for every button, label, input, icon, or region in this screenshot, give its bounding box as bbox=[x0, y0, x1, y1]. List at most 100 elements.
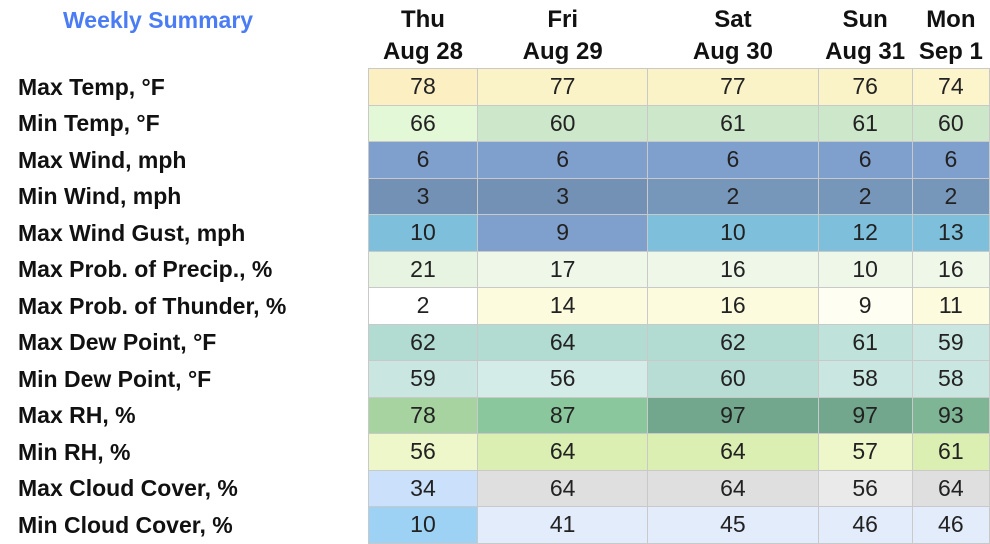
value-cell: 61 bbox=[817, 323, 913, 361]
value-cell: 66 bbox=[367, 104, 479, 142]
value-cell: 16 bbox=[911, 250, 990, 288]
table-row: Max Wind, mph 6 6 6 6 6 bbox=[18, 141, 990, 179]
value-cell: 45 bbox=[647, 506, 819, 544]
day-date: Aug 28 bbox=[382, 38, 463, 65]
day-date: Aug 30 bbox=[692, 38, 773, 65]
row-label: Max Cloud Cover, % bbox=[18, 475, 238, 501]
value-cell: 78 bbox=[367, 396, 479, 434]
value-cell: 56 bbox=[477, 360, 649, 398]
day-header-sun: Sun Aug 31 bbox=[818, 4, 912, 69]
value-cell: 56 bbox=[817, 469, 913, 507]
summary-body: Max Temp, °F 78 77 77 76 74 Min Temp, °F 66 60 61… bbox=[18, 68, 990, 544]
value-cell: 12 bbox=[817, 214, 913, 252]
day-header-sat: Sat Aug 30 bbox=[648, 4, 818, 69]
value-cell: 9 bbox=[477, 214, 649, 252]
value-cell: 46 bbox=[911, 506, 990, 544]
value-cell: 97 bbox=[647, 396, 819, 434]
value-cell: 3 bbox=[477, 177, 649, 215]
table-row: Max Prob. of Thunder, % 2 14 16 9 11 bbox=[18, 287, 990, 325]
value-cell: 41 bbox=[477, 506, 649, 544]
table-row: Min Cloud Cover, % 10 41 45 46 46 bbox=[18, 506, 990, 544]
value-cell: 64 bbox=[647, 469, 819, 507]
value-cell: 2 bbox=[911, 177, 990, 215]
value-cell: 77 bbox=[647, 68, 819, 106]
row-label: Min Wind, mph bbox=[18, 183, 182, 209]
table-row: Max Wind Gust, mph 10 9 10 12 13 bbox=[18, 214, 990, 252]
value-cell: 6 bbox=[477, 141, 649, 179]
value-cell: 14 bbox=[477, 287, 649, 325]
day-of-week: Mon bbox=[926, 6, 976, 33]
table-title: Weekly Summary bbox=[63, 7, 254, 33]
row-label: Max Wind Gust, mph bbox=[18, 219, 246, 246]
table-row: Min Temp, °F 66 60 61 61 60 bbox=[18, 104, 990, 142]
value-cell: 61 bbox=[647, 104, 819, 142]
day-header-thu: Thu Aug 28 bbox=[368, 4, 477, 69]
value-cell: 6 bbox=[911, 141, 990, 179]
value-cell: 97 bbox=[817, 396, 913, 434]
value-cell: 93 bbox=[911, 396, 990, 434]
row-label: Max Dew Point, °F bbox=[18, 329, 217, 355]
value-cell: 77 bbox=[477, 68, 649, 106]
table-row: Max Prob. of Precip., % 21 17 16 10 16 bbox=[18, 250, 990, 288]
value-cell: 60 bbox=[911, 104, 990, 142]
day-of-week: Thu bbox=[400, 6, 445, 33]
value-cell: 59 bbox=[367, 360, 479, 398]
weekly-summary-table: Weekly Summary Thu Aug 28 Fri Aug 29 Sat… bbox=[18, 4, 990, 544]
value-cell: 3 bbox=[367, 177, 479, 215]
value-cell: 10 bbox=[647, 214, 819, 252]
value-cell: 2 bbox=[817, 177, 913, 215]
value-cell: 9 bbox=[817, 287, 913, 325]
table-row: Max RH, % 78 87 97 97 93 bbox=[18, 396, 990, 434]
value-cell: 62 bbox=[367, 323, 479, 361]
value-cell: 17 bbox=[477, 250, 649, 288]
row-label: Min Temp, °F bbox=[18, 110, 160, 136]
value-cell: 64 bbox=[477, 433, 649, 471]
value-cell: 21 bbox=[367, 250, 479, 288]
day-header-fri: Fri Aug 29 bbox=[478, 4, 648, 69]
value-cell: 64 bbox=[911, 469, 990, 507]
day-of-week: Fri bbox=[547, 6, 579, 33]
value-cell: 10 bbox=[367, 506, 479, 544]
table-row: Min Wind, mph 3 3 2 2 2 bbox=[18, 177, 990, 215]
value-cell: 59 bbox=[911, 323, 990, 361]
value-cell: 60 bbox=[647, 360, 819, 398]
row-label: Max Prob. of Thunder, % bbox=[18, 292, 287, 319]
table-row: Min RH, % 56 64 64 57 61 bbox=[18, 433, 990, 471]
value-cell: 62 bbox=[647, 323, 819, 361]
value-cell: 16 bbox=[647, 287, 819, 325]
value-cell: 10 bbox=[817, 250, 913, 288]
value-cell: 16 bbox=[647, 250, 819, 288]
table-row: Min Dew Point, °F 59 56 60 58 58 bbox=[18, 360, 990, 398]
row-label: Min Dew Point, °F bbox=[18, 365, 212, 392]
row-label: Max Temp, °F bbox=[18, 73, 165, 100]
table-row: Max Temp, °F 78 77 77 76 74 bbox=[18, 68, 990, 106]
value-cell: 61 bbox=[817, 104, 913, 142]
value-cell: 64 bbox=[477, 323, 649, 361]
day-date: Aug 31 bbox=[825, 38, 906, 65]
value-cell: 78 bbox=[367, 68, 479, 106]
header-row: Weekly Summary Thu Aug 28 Fri Aug 29 Sat… bbox=[18, 4, 990, 69]
value-cell: 6 bbox=[817, 141, 913, 179]
value-cell: 10 bbox=[367, 214, 479, 252]
value-cell: 58 bbox=[911, 360, 990, 398]
row-label: Min Cloud Cover, % bbox=[18, 511, 233, 538]
row-label: Max RH, % bbox=[18, 402, 136, 428]
row-label: Max Prob. of Precip., % bbox=[18, 256, 273, 282]
value-cell: 13 bbox=[911, 214, 990, 252]
value-cell: 87 bbox=[477, 396, 649, 434]
value-cell: 57 bbox=[817, 433, 913, 471]
value-cell: 61 bbox=[911, 433, 990, 471]
value-cell: 60 bbox=[477, 104, 649, 142]
value-cell: 6 bbox=[367, 141, 479, 179]
day-of-week: Sat bbox=[714, 6, 752, 33]
value-cell: 46 bbox=[817, 506, 913, 544]
row-label: Max Wind, mph bbox=[18, 146, 187, 173]
value-cell: 76 bbox=[817, 68, 913, 106]
row-label: Min RH, % bbox=[18, 438, 131, 465]
value-cell: 2 bbox=[647, 177, 819, 215]
value-cell: 6 bbox=[647, 141, 819, 179]
value-cell: 34 bbox=[367, 469, 479, 507]
value-cell: 64 bbox=[477, 469, 649, 507]
day-date: Sep 1 bbox=[918, 38, 983, 65]
day-of-week: Sun bbox=[842, 6, 888, 33]
